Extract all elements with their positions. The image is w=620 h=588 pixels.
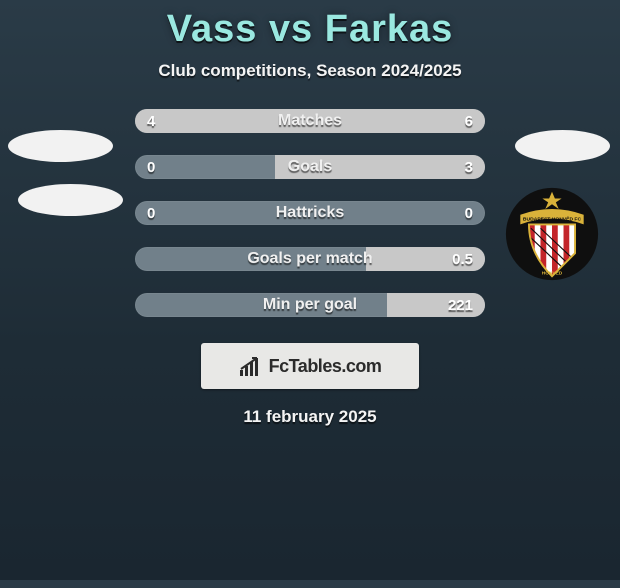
- date-text: 11 february 2025: [0, 407, 620, 427]
- chart-arrow-icon: [239, 355, 265, 377]
- stats-comparison: 4Matches60Goals30Hattricks0Goals per mat…: [135, 109, 485, 317]
- stat-right-value: 0.5: [452, 251, 473, 268]
- stat-left-value: 0: [147, 159, 155, 176]
- stat-right-value: 0: [465, 205, 473, 222]
- right-player-avatar-placeholder: [515, 130, 610, 162]
- stat-left-value: 4: [147, 113, 155, 130]
- stat-row: Min per goal221: [135, 293, 485, 317]
- stat-row: 4Matches6: [135, 109, 485, 133]
- footer-brand-badge: FcTables.com: [201, 343, 419, 389]
- stat-row: 0Hattricks0: [135, 201, 485, 225]
- club-crest-icon: BUDAPEST HONVÉD FC HONVÉD: [504, 186, 600, 282]
- svg-text:BUDAPEST HONVÉD FC: BUDAPEST HONVÉD FC: [523, 215, 582, 223]
- stat-right-value: 6: [465, 113, 473, 130]
- left-player-avatar-placeholder-2: [18, 184, 123, 216]
- stat-right-bar: [275, 155, 485, 179]
- footer-brand-text: FcTables.com: [269, 356, 382, 377]
- subtitle: Club competitions, Season 2024/2025: [0, 61, 620, 81]
- stat-right-value: 3: [465, 159, 473, 176]
- stat-row: Goals per match0.5: [135, 247, 485, 271]
- stat-left-bar: [135, 109, 275, 133]
- stat-left-value: 0: [147, 205, 155, 222]
- stat-label: Hattricks: [135, 204, 485, 222]
- stat-right-value: 221: [448, 297, 473, 314]
- page-title: Vass vs Farkas: [0, 8, 620, 51]
- left-player-avatar-placeholder-1: [8, 130, 113, 162]
- stat-row: 0Goals3: [135, 155, 485, 179]
- stat-right-bar: [275, 109, 485, 133]
